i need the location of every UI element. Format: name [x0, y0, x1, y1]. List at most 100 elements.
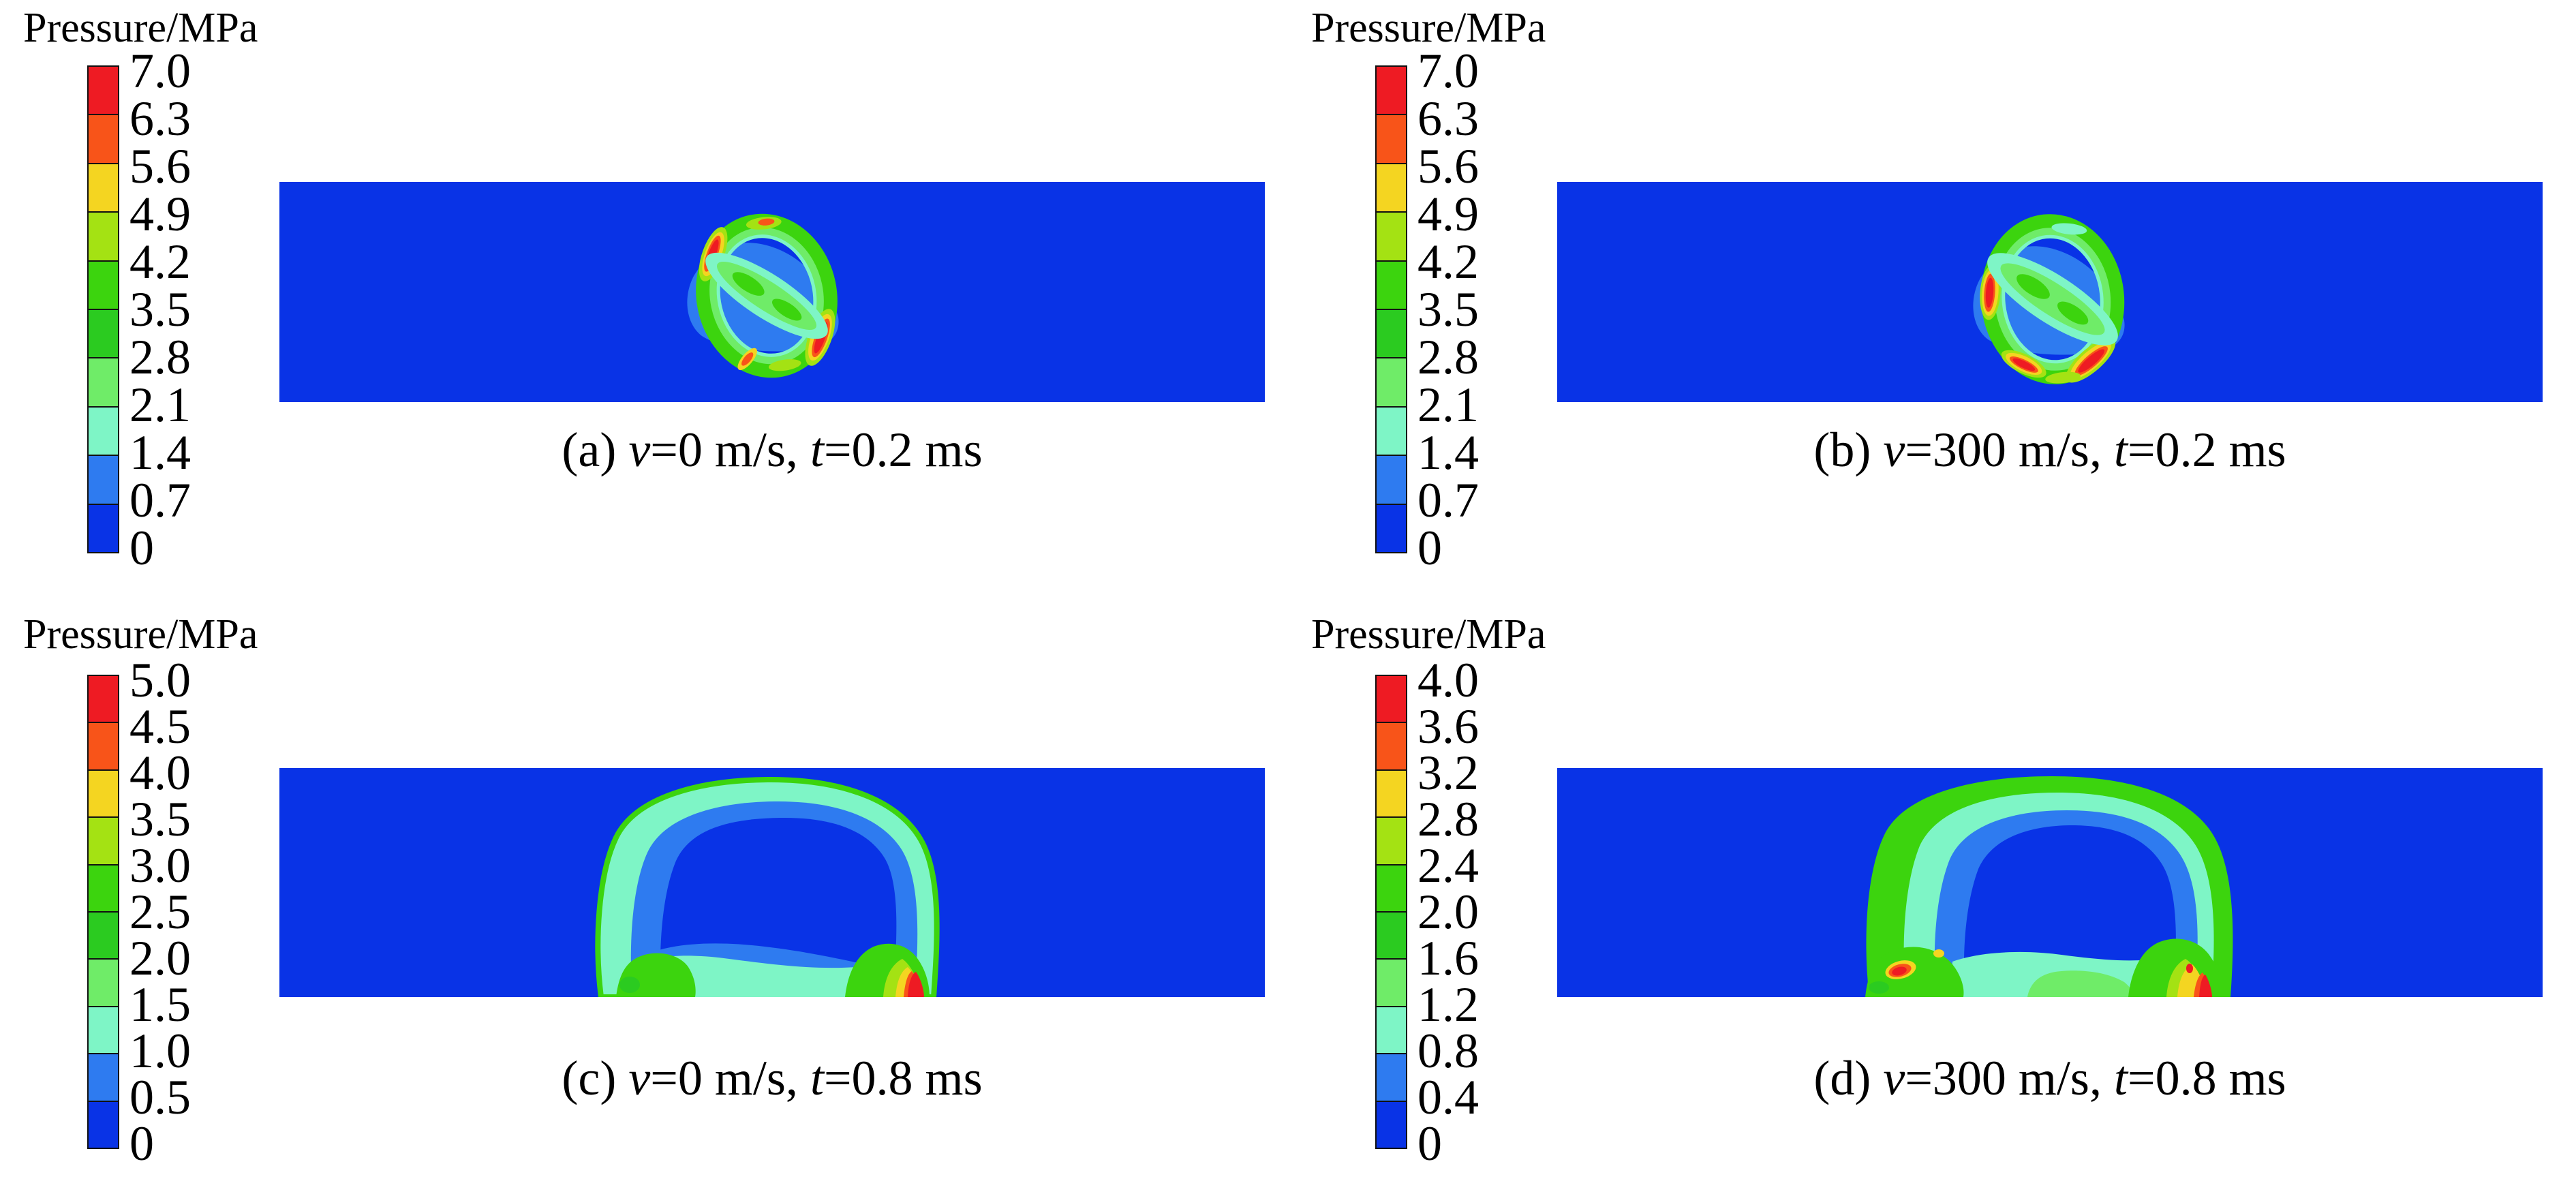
colorbar-segment-lgreen [89, 358, 118, 408]
colorbar-a [87, 65, 119, 553]
colorbar-segment-dodger [89, 456, 118, 505]
left-foot-core [1869, 981, 1889, 994]
ring-inner-band [2002, 234, 2104, 364]
colorbar-segment-yellow [1377, 770, 1406, 818]
colorbar-tick-label: 4.0 [1417, 653, 1479, 707]
colorbar-segment-aqua [89, 1007, 118, 1055]
right-foot-peak [908, 972, 924, 997]
colorbar-segment-aqua [89, 407, 118, 457]
hotspot-top-core [758, 218, 775, 226]
colorbar-segment-aqua [1377, 1007, 1406, 1055]
caption-index: (c) [562, 1051, 629, 1105]
colorbar-tick-label: 0 [1417, 521, 1442, 575]
colorbar-segment-royal [89, 1101, 118, 1148]
colorbar-segment-red [89, 67, 118, 116]
colorbar-segment-lgreen [1377, 960, 1406, 1007]
colorbar-tick-label: 4.2 [1417, 234, 1479, 289]
colorbar-tick-label: 3.6 [1417, 699, 1479, 754]
colorbar-tick-label: 1.5 [129, 977, 191, 1032]
hotspot-lower-left-core [741, 352, 754, 366]
charge-capsule [705, 252, 828, 339]
legend-title-d: Pressure/MPa [1311, 611, 1546, 658]
legend-title-b: Pressure/MPa [1311, 5, 1546, 51]
colorbar-tick-label: 0.8 [1417, 1024, 1479, 1078]
colorbar-tick-label: 4.9 [129, 187, 191, 241]
colorbar-tick-label: 4.0 [129, 746, 191, 800]
left-foot-peak-core [1892, 966, 1907, 976]
colorbar-tick-label: 3.0 [129, 838, 191, 893]
contour-plot-a [279, 182, 1265, 402]
colorbar-tick-label: 3.5 [129, 282, 191, 337]
colorbar-segment-green [89, 865, 118, 913]
colorbar-tick-label: 2.8 [1417, 792, 1479, 846]
colorbar-segment-yellow [89, 164, 118, 213]
caption-index: (d) [1813, 1051, 1884, 1105]
hotspot-lower-left-core [2012, 358, 2036, 371]
colorbar-segment-lgreen [89, 960, 118, 1007]
colorbar-tick-label: 3.2 [1417, 746, 1479, 800]
colorbar-tick-label: 0.7 [129, 473, 191, 527]
colorbar-tick-label: 2.0 [1417, 885, 1479, 939]
caption-a: (a) v =0 m/s, t =0.2 ms [279, 418, 1265, 481]
colorbar-tick-label: 2.8 [129, 330, 191, 384]
colorbar-tick-label: 0 [1417, 1116, 1442, 1171]
caption-var-v: v [1883, 1051, 1905, 1105]
caption-value-t: =0.2 ms [823, 423, 983, 477]
colorbar-tick-label: 5.6 [1417, 139, 1479, 194]
colorbar-tick-label: 1.0 [129, 1024, 191, 1078]
legend-title-a: Pressure/MPa [23, 5, 258, 51]
colorbar-tick-label: 0 [129, 1116, 154, 1171]
ring-mid-band [709, 227, 824, 365]
caption-c: (c) v =0 m/s, t =0.8 ms [279, 1047, 1265, 1109]
left-foot-hotspot [1865, 947, 1964, 997]
left-foot-yellow-dot [1933, 949, 1944, 958]
colorbar-segment-dodger [1377, 1054, 1406, 1102]
colorbar-tick-label: 1.4 [129, 425, 191, 480]
colorbar-tick-label: 4.9 [1417, 187, 1479, 241]
hotspot-bottom [2045, 371, 2081, 384]
caption-var-t: t [810, 423, 824, 477]
colorbar-c [87, 675, 119, 1149]
colorbar-tick-label: 1.4 [1417, 425, 1479, 480]
capsule-core [771, 298, 802, 321]
caption-var-v: v [1883, 423, 1905, 477]
ring-mid-band [1994, 228, 2111, 371]
colorbar-segment-yellow [1377, 164, 1406, 213]
ring-top-gap [2051, 223, 2087, 235]
caption-index: (b) [1813, 423, 1884, 477]
capsule-core [732, 272, 765, 296]
contour-plot-d [1557, 768, 2543, 997]
colorbar-segment-green2 [1377, 310, 1406, 359]
ring-inner-band [716, 234, 817, 357]
colorbar-tick-label: 5.0 [129, 653, 191, 707]
colorbar-segment-royal [1377, 1101, 1406, 1148]
contour-panel-a [279, 182, 1265, 402]
charge-capsule [1987, 253, 2118, 346]
colorbar-tick-label: 1.6 [1417, 931, 1479, 985]
colorbar-segment-dodger [89, 1054, 118, 1102]
colorbar-tick-label: 2.1 [129, 378, 191, 432]
colorbar-ticks-a: 7.0 6.3 5.6 4.9 4.2 3.5 2.8 2.1 1.4 0.7 0 [129, 46, 252, 573]
caption-d: (d) v =300 m/s, t =0.8 ms [1557, 1047, 2543, 1109]
caption-value-v: =0 m/s, [650, 423, 810, 477]
caption-value-v: =300 m/s, [1905, 1051, 2114, 1105]
caption-var-t: t [810, 1051, 824, 1105]
colorbar-segment-royal [1377, 504, 1406, 553]
colorbar-segment-dodger [1377, 456, 1406, 505]
colorbar-tick-label: 1.2 [1417, 977, 1479, 1032]
colorbar-tick-label: 0.4 [1417, 1070, 1479, 1124]
colorbar-tick-label: 2.8 [1417, 330, 1479, 384]
caption-value-t: =0.8 ms [823, 1051, 983, 1105]
colorbar-segment-ygreen [1377, 818, 1406, 866]
contour-plot-b [1557, 182, 2543, 402]
colorbar-tick-label: 0.7 [1417, 473, 1479, 527]
colorbar-tick-label: 6.3 [129, 91, 191, 146]
colorbar-tick-label: 0 [129, 521, 154, 575]
colorbar-segment-green [89, 261, 118, 311]
caption-value-t: =0.2 ms [2127, 423, 2286, 477]
colorbar-tick-label: 2.1 [1417, 378, 1479, 432]
colorbar-segment-yellow [89, 770, 118, 818]
colorbar-tick-label: 3.5 [1417, 282, 1479, 337]
caption-var-v: v [628, 423, 651, 477]
